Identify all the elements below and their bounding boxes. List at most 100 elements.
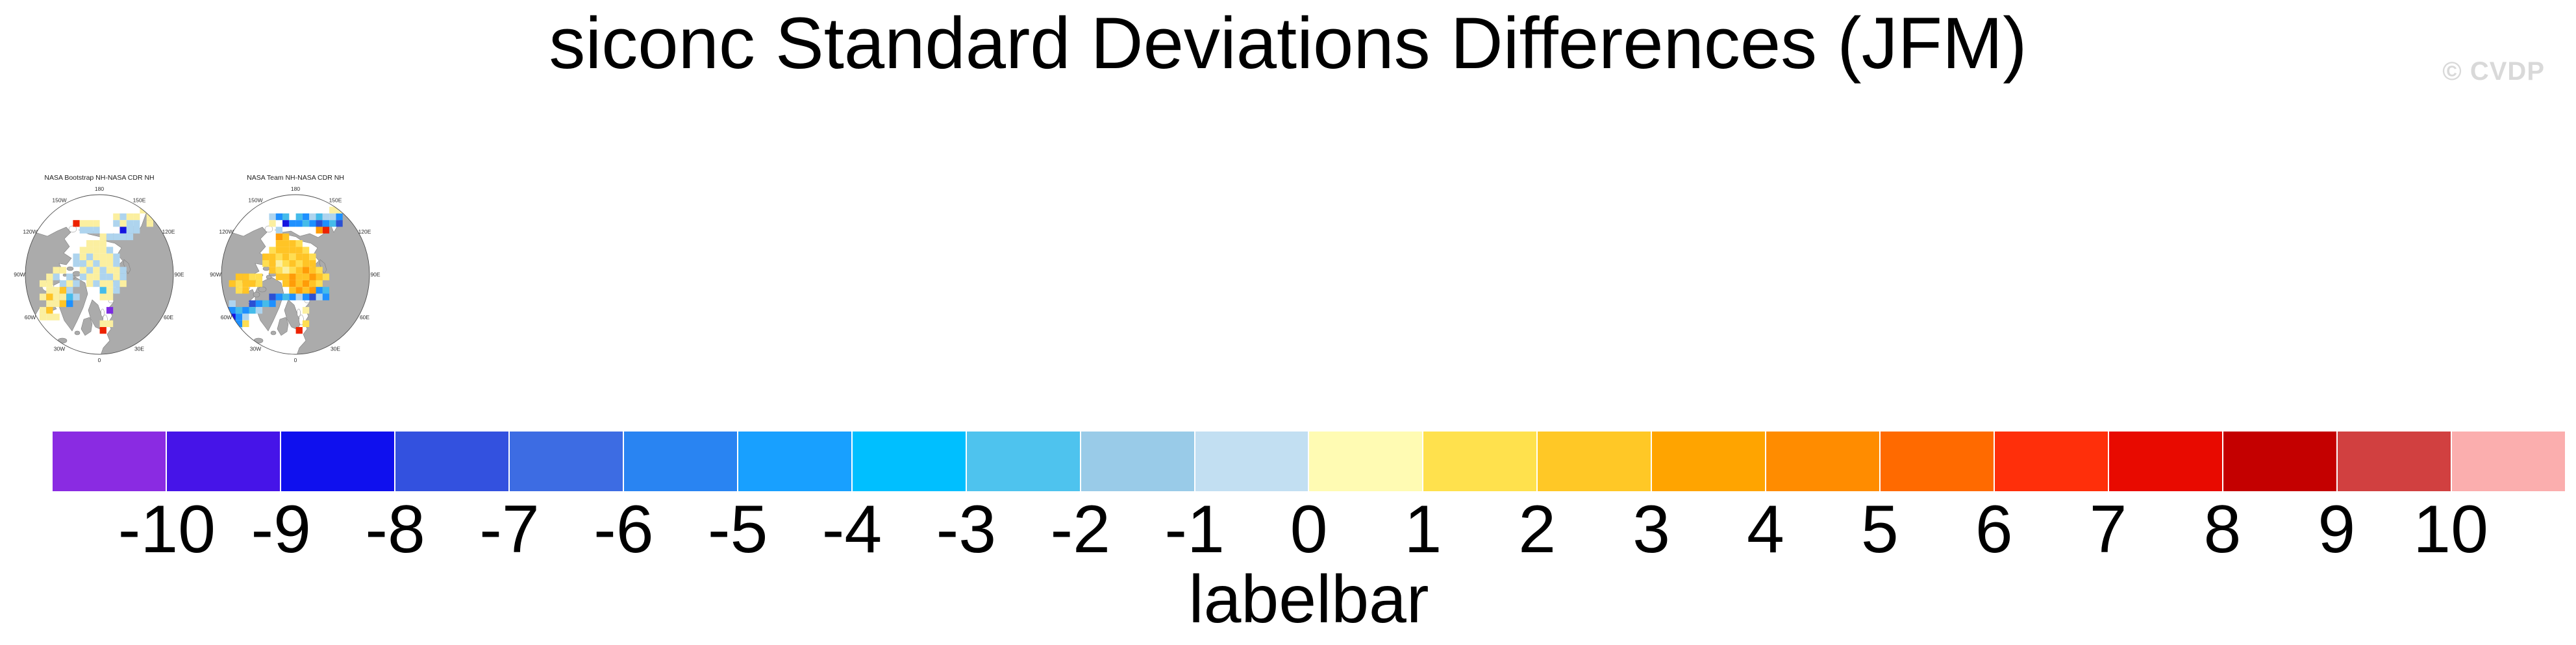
data-cell xyxy=(295,267,303,274)
data-cell xyxy=(66,293,73,300)
data-cell xyxy=(269,253,276,260)
data-cell xyxy=(119,213,127,221)
colorbar-tick--1: -1 xyxy=(1164,492,1225,567)
data-cell xyxy=(146,213,153,221)
data-cell xyxy=(295,220,303,227)
data-cell xyxy=(99,267,106,274)
data-cell xyxy=(242,287,249,294)
data-cell xyxy=(289,293,296,300)
polar-map-canvas: 180 150E 120E 90E 60E 30E 0 30W 60W 90W 120W 150W xyxy=(210,186,381,363)
colorbar-segment-15 xyxy=(1766,432,1880,491)
longitude-label: 150W xyxy=(248,197,262,204)
data-cell xyxy=(295,273,303,280)
data-cell xyxy=(269,247,276,254)
data-cell xyxy=(79,267,86,274)
data-cell xyxy=(86,267,94,274)
data-cell xyxy=(302,280,310,287)
landmass-uk xyxy=(277,317,289,336)
colorbar-segment-5 xyxy=(623,432,737,491)
data-cell xyxy=(229,320,236,327)
data-cell xyxy=(66,287,73,294)
data-cell xyxy=(99,320,106,327)
data-cell xyxy=(46,293,53,300)
data-cell xyxy=(275,226,282,234)
data-cell xyxy=(133,213,140,221)
data-cell xyxy=(79,260,86,267)
data-cell xyxy=(73,280,80,287)
data-cell xyxy=(289,247,296,254)
data-cell xyxy=(53,313,60,321)
data-cell xyxy=(235,273,243,280)
data-cell xyxy=(282,273,290,280)
data-cell xyxy=(59,293,67,300)
data-cell xyxy=(66,300,73,308)
data-cell xyxy=(99,260,106,267)
data-cell xyxy=(302,220,310,227)
data-cell xyxy=(39,280,47,287)
data-cell xyxy=(242,320,249,327)
sea-inlet xyxy=(264,225,273,233)
figure-title: siconc Standard Deviations Differences (… xyxy=(549,3,2027,84)
island xyxy=(66,266,74,271)
data-cell xyxy=(39,307,47,314)
data-cell xyxy=(322,226,330,234)
data-cell xyxy=(66,273,73,280)
data-cell xyxy=(316,220,323,227)
data-cell xyxy=(229,307,236,314)
colorbar-tick-0: 0 xyxy=(1290,492,1328,567)
sea-inlet xyxy=(101,308,105,317)
data-cell xyxy=(249,273,256,280)
island xyxy=(74,330,81,335)
island xyxy=(253,337,264,344)
data-cell xyxy=(39,293,47,300)
data-cell xyxy=(289,280,296,287)
data-cell xyxy=(86,253,94,260)
data-cell xyxy=(302,293,310,300)
data-cell xyxy=(79,220,86,227)
data-cell xyxy=(113,267,120,274)
colorbar-tick--9: -9 xyxy=(251,492,311,567)
data-cell xyxy=(289,253,296,260)
data-cell xyxy=(262,253,269,260)
data-cell xyxy=(322,220,330,227)
data-cell xyxy=(336,213,343,221)
data-cell xyxy=(275,240,282,247)
longitude-label: 90W xyxy=(14,271,25,278)
colorbar-segment-16 xyxy=(1881,432,1994,491)
colorbar-segment-9 xyxy=(1081,432,1194,491)
data-cell xyxy=(289,260,296,267)
data-cell xyxy=(106,233,114,241)
data-cell xyxy=(309,267,316,274)
data-cell xyxy=(235,307,243,314)
data-cell xyxy=(262,260,269,267)
data-cell xyxy=(269,267,276,274)
data-cell xyxy=(113,280,120,287)
colorbar-tick-7: 7 xyxy=(2089,492,2127,567)
data-cell xyxy=(275,293,282,300)
longitude-label: 150W xyxy=(52,197,66,204)
data-cell xyxy=(73,260,80,267)
data-cell xyxy=(316,280,323,287)
data-cell xyxy=(289,240,296,247)
longitude-label: 0 xyxy=(294,357,297,363)
data-cell xyxy=(322,287,330,294)
data-cell xyxy=(242,280,249,287)
data-cell xyxy=(53,267,60,274)
data-cell xyxy=(316,287,323,294)
data-cell xyxy=(113,213,120,221)
data-cell xyxy=(289,220,296,227)
data-cell xyxy=(275,233,282,241)
data-cell xyxy=(99,327,106,334)
island xyxy=(57,337,68,344)
data-cell xyxy=(302,273,310,280)
data-cell xyxy=(302,253,310,260)
data-cell xyxy=(295,247,303,254)
data-cell xyxy=(282,233,290,241)
data-cell xyxy=(99,253,106,260)
data-cell xyxy=(93,226,100,234)
map-outline xyxy=(221,194,370,355)
data-cell xyxy=(106,280,114,287)
data-cell xyxy=(106,293,114,300)
data-cell xyxy=(106,247,114,254)
colorbar-segment-2 xyxy=(281,432,394,491)
